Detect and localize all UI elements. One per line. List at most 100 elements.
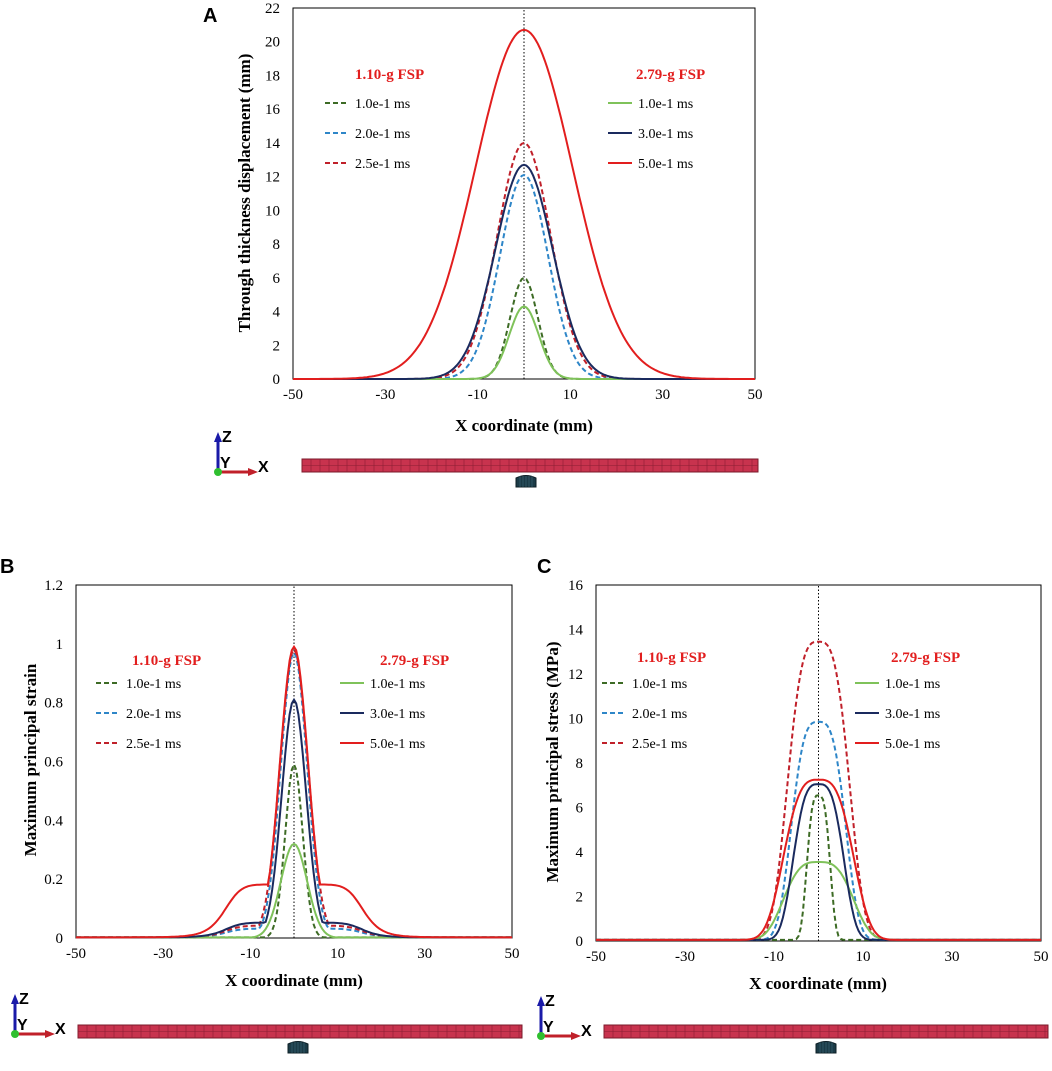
panel-b-legend-left-title: 1.10-g FSP [132,653,201,669]
y-tick-label: 10 [568,712,583,728]
z-axis-arrowhead [11,994,19,1004]
x-tick-label: -50 [66,946,86,962]
x-tick-label: 50 [505,946,520,962]
y-tick-label: 8 [576,756,584,772]
y-tick-label: 1.2 [44,578,63,594]
y-tick-label: 8 [273,237,281,253]
x-tick-label: -10 [764,949,784,965]
y-axis-label: Y [543,1019,554,1036]
y-tick-label: 12 [568,667,583,683]
y-axis-label: Y [17,1017,28,1034]
legend-label: 2.5e-1 ms [126,737,181,752]
x-tick-label: 50 [748,387,763,403]
y-tick-label: 22 [265,1,280,17]
legend-label: 3.0e-1 ms [370,707,425,722]
y-tick-label: 16 [568,578,584,594]
y-tick-label: 14 [568,623,584,639]
panel-b-ylabel: Maximum principal strain [21,663,40,856]
y-axis-label: Y [220,455,231,472]
panel-letter-a: A [203,5,217,27]
y-tick-label: 12 [265,170,280,186]
y-tick-label: 0 [56,931,64,947]
x-axis-label: X [581,1023,592,1040]
legend-label: 2.0e-1 ms [126,707,181,722]
legend-label: 5.0e-1 ms [638,157,693,172]
series-line-2-79-g-fsp-5-0e-1-ms [596,778,1041,941]
legend-label: 1.0e-1 ms [355,97,410,112]
x-tick-label: 30 [417,946,432,962]
x-tick-label: -50 [586,949,606,965]
x-tick-label: -10 [468,387,488,403]
coordinate-triad-b: ZY X [11,991,66,1038]
panel-c-xlabel: X coordinate (mm) [749,974,887,993]
panel-letter-c: C [537,556,551,578]
panel-a-ylabel: Through thickness displacement (mm) [235,54,254,333]
x-tick-label: 10 [563,387,578,403]
legend-label: 1.0e-1 ms [370,677,425,692]
legend-label: 3.0e-1 ms [638,127,693,142]
y-axis-dot [214,468,222,476]
x-tick-label: -30 [375,387,395,403]
y-tick-label: 0 [576,934,584,950]
legend-label: 3.0e-1 ms [885,707,940,722]
x-tick-label: 10 [856,949,871,965]
x-axis-arrowhead [571,1032,581,1040]
legend-label: 1.0e-1 ms [632,677,687,692]
panel-c-chart: -50 -30 -10 10 30 50 0 2 4 6 8 10 12 14 16 X coordinat… [543,578,1049,993]
z-axis-arrowhead [214,432,222,442]
x-tick-label: -30 [153,946,173,962]
panel-letter-b: B [0,556,14,578]
y-tick-label: 20 [265,35,280,51]
y-tick-label: 0 [273,372,281,388]
y-tick-label: 2 [273,338,281,354]
panel-b-legend-right-title: 2.79-g FSP [380,653,449,669]
panel-c-ylabel: Maximum principal stress (MPa) [543,642,562,883]
plate-model-c [603,1024,1049,1054]
legend-label: 1.0e-1 ms [638,97,693,112]
panel-b-chart: -50 -30 -10 10 30 50 0 0.2 0.4 0.6 0.8 1 1.2 X coord… [21,578,520,990]
x-tick-label: 30 [655,387,670,403]
series-line-2-79-g-fsp-3-0e-1-ms [293,163,755,380]
y-tick-label: 1 [56,637,64,653]
y-tick-label: 6 [273,271,281,287]
x-tick-label: -50 [283,387,303,403]
x-axis-arrowhead [45,1030,55,1038]
z-axis-arrowhead [537,996,545,1006]
x-axis-label: X [55,1021,66,1038]
y-tick-label: 4 [273,305,281,321]
panel-a-xlabel: X coordinate (mm) [455,416,593,435]
x-tick-label: 30 [945,949,960,965]
y-tick-label: 2 [576,890,584,906]
legend-label: 1.0e-1 ms [885,677,940,692]
panel-a-chart: -50 -30 -10 10 30 50 0 2 4 6 8 10 12 14 16 18 20 22 X coo… [235,1,763,435]
x-axis-label: X [258,459,269,476]
legend-label: 1.0e-1 ms [126,677,181,692]
y-tick-label: 0.8 [44,696,63,712]
y-tick-label: 0.6 [44,755,63,771]
y-tick-label: 14 [265,136,281,152]
y-tick-label: 4 [576,845,584,861]
series-line-2-79-g-fsp-5-0e-1-ms [76,644,512,939]
z-axis-label: Z [19,991,29,1008]
y-tick-label: 16 [265,102,281,118]
series-line-1-10-g-fsp-1-0e-1-ms [596,794,1041,941]
legend-label: 2.0e-1 ms [355,127,410,142]
legend-label: 5.0e-1 ms [885,737,940,752]
y-tick-label: 10 [265,203,280,219]
panel-b-xlabel: X coordinate (mm) [225,971,363,990]
legend-label: 5.0e-1 ms [370,737,425,752]
legend-label: 2.5e-1 ms [355,157,410,172]
series-line-2-79-g-fsp-5-0e-1-ms [293,28,755,380]
panel-c-legend-left-title: 1.10-g FSP [637,650,706,666]
y-tick-label: 6 [576,801,584,817]
x-tick-label: 50 [1034,949,1049,965]
legend-label: 2.5e-1 ms [632,737,687,752]
y-tick-label: 0.4 [44,813,63,829]
z-axis-label: Z [545,993,555,1010]
y-axis-dot [537,1032,545,1040]
y-axis-dot [11,1030,19,1038]
x-tick-label: -30 [675,949,695,965]
coordinate-triad-a: ZY X [214,429,269,476]
x-axis-arrowhead [248,468,258,476]
